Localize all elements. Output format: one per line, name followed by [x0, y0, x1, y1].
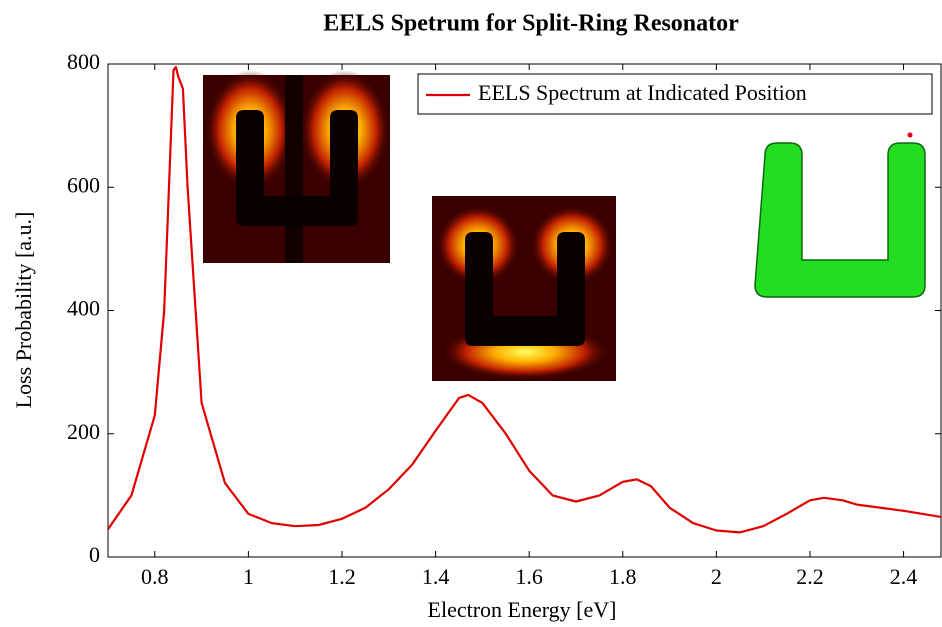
y-tick-label: 200	[67, 419, 100, 444]
field-map-inset	[432, 196, 616, 381]
x-tick-label: 0.8	[141, 564, 169, 589]
x-tick-label: 1.2	[328, 564, 356, 589]
y-tick-label: 800	[67, 49, 100, 74]
chart-title: EELS Spetrum for Split-Ring Resonator	[323, 11, 739, 37]
x-tick-label: 1.4	[422, 564, 450, 589]
legend-label: EELS Spectrum at Indicated Position	[478, 80, 807, 105]
chart: EELS Spetrum for Split-Ring Resonator El…	[0, 0, 942, 627]
x-tick-label: 2	[711, 564, 722, 589]
x-tick-label: 1.6	[515, 564, 543, 589]
y-tick-label: 0	[89, 542, 100, 567]
x-tick-label: 2.2	[796, 564, 824, 589]
x-tick-label: 1	[243, 564, 254, 589]
y-tick-label: 400	[67, 296, 100, 321]
legend: EELS Spectrum at Indicated Position	[418, 74, 932, 114]
field-map-inset	[203, 70, 390, 263]
x-tick-label: 2.4	[890, 564, 918, 589]
mesh-inset	[755, 133, 925, 298]
x-tick-label: 1.8	[609, 564, 637, 589]
y-tick-label: 600	[67, 172, 100, 197]
x-axis-label: Electron Energy [eV]	[428, 597, 617, 622]
y-axis-label: Loss Probability [a.u.]	[11, 212, 36, 409]
